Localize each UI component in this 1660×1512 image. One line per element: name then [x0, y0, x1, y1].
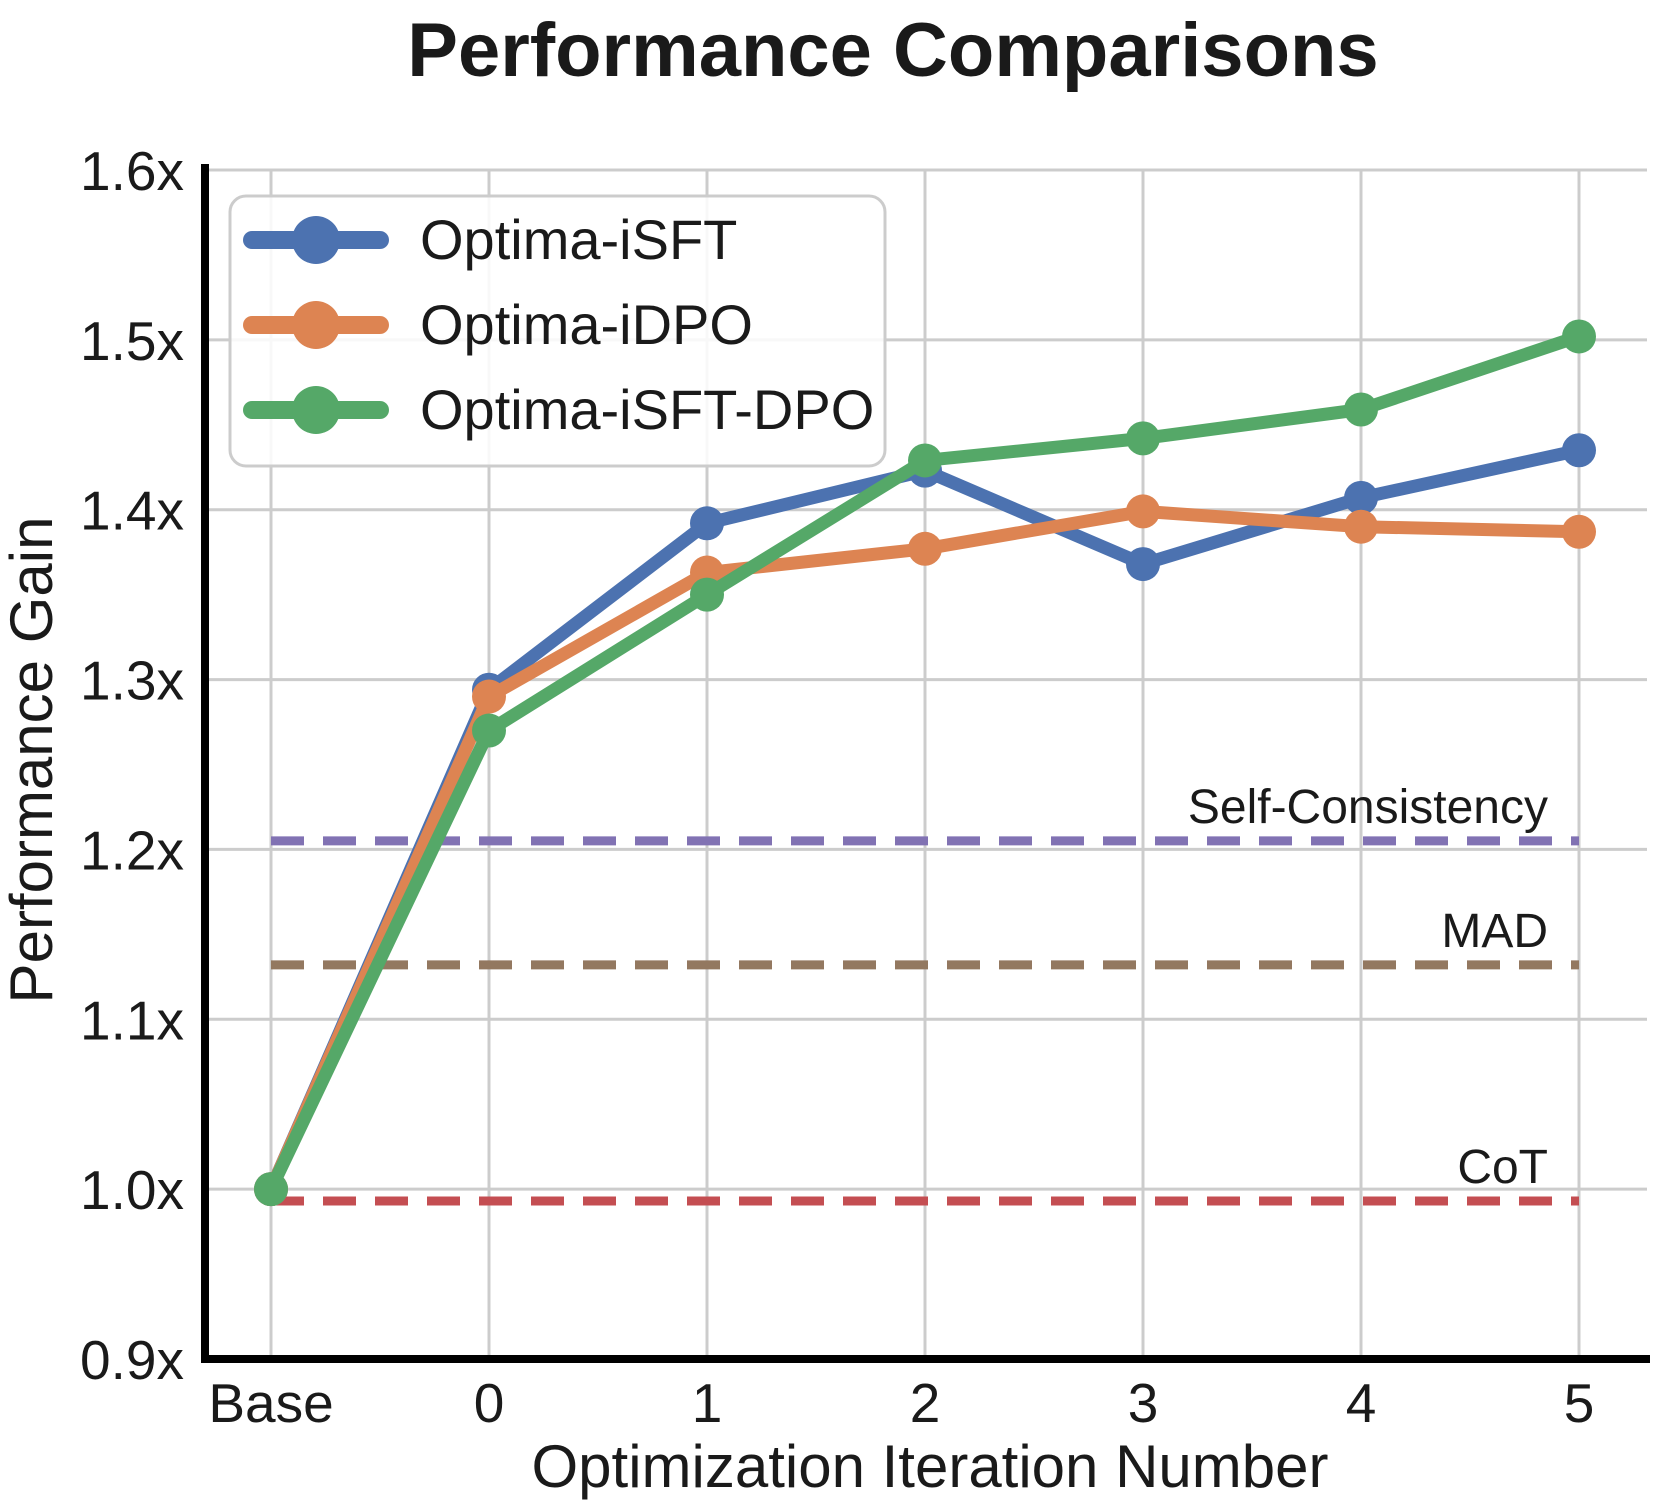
legend-label: Optima-iSFT-DPO: [420, 378, 874, 441]
series-point-optima-isft-dpo: [472, 713, 506, 748]
series-point-optima-idpo: [908, 531, 942, 566]
series-point-optima-idpo: [472, 679, 506, 714]
y-tick-label: 1.0x: [80, 1159, 184, 1221]
y-tick-label: 1.5x: [80, 310, 184, 372]
x-tick-label: 2: [910, 1372, 941, 1434]
series-point-optima-isft-dpo: [908, 443, 942, 478]
y-tick-label: 0.9x: [80, 1329, 184, 1391]
series-point-optima-isft: [1562, 433, 1596, 468]
x-tick-label: 3: [1128, 1372, 1159, 1434]
x-tick-label: 4: [1346, 1372, 1377, 1434]
series-point-optima-isft-dpo: [1562, 319, 1596, 354]
legend-item-optima-isft-dpo: Optima-iSFT-DPO: [243, 378, 874, 441]
y-tick-label: 1.3x: [80, 650, 184, 712]
legend-label: Optima-iDPO: [420, 293, 753, 356]
x-tick-label: Base: [208, 1372, 333, 1434]
y-tick-label: 1.4x: [80, 480, 184, 542]
ref-label-self-consistency: Self-Consistency: [1188, 781, 1548, 834]
plot-area: Self-Consistency MAD CoT Base 0 1 2 3 4 5 0.9x 1.0x…: [80, 140, 1650, 1434]
legend-box: [228, 194, 887, 468]
ref-label-cot: CoT: [1457, 1141, 1548, 1194]
y-axis-label: Performance Gain: [0, 517, 65, 1004]
y-tick-label: 1.1x: [80, 989, 184, 1051]
legend-label: Optima-iSFT: [420, 208, 737, 271]
series-point-optima-idpo: [1126, 494, 1160, 529]
series-point-optima-isft-dpo: [1126, 421, 1160, 456]
x-axis-spine: [201, 1355, 1650, 1363]
series-point-optima-isft-dpo: [1344, 392, 1378, 427]
x-axis-label: Optimization Iteration Number: [532, 1433, 1329, 1500]
series-point-optima-isft: [690, 506, 724, 541]
legend-marker-icon: [292, 301, 340, 349]
legend: Optima-iSFT Optima-iDPO Optima-iSFT-DPO: [228, 194, 887, 468]
series-point-optima-isft: [1344, 480, 1378, 515]
x-tick-label: 0: [474, 1372, 505, 1434]
series-point-optima-idpo: [1344, 509, 1378, 544]
series-point-optima-isft: [1126, 547, 1160, 582]
y-tick-label: 1.6x: [80, 140, 184, 202]
chart-title: Performance Comparisons: [407, 8, 1378, 93]
legend-marker-icon: [292, 386, 340, 434]
legend-marker-icon: [292, 216, 340, 264]
series-point-optima-idpo: [1562, 514, 1596, 549]
legend-item-optima-idpo: Optima-iDPO: [243, 293, 753, 356]
x-tick-label: 5: [1564, 1372, 1595, 1434]
ref-label-mad: MAD: [1441, 905, 1548, 958]
series-point-optima-isft-dpo: [254, 1172, 288, 1207]
x-tick-label: 1: [692, 1372, 723, 1434]
y-axis-spine: [201, 164, 209, 1363]
y-tick-label: 1.2x: [80, 819, 184, 881]
series-point-optima-isft-dpo: [690, 577, 724, 612]
legend-item-optima-isft: Optima-iSFT: [243, 208, 737, 271]
